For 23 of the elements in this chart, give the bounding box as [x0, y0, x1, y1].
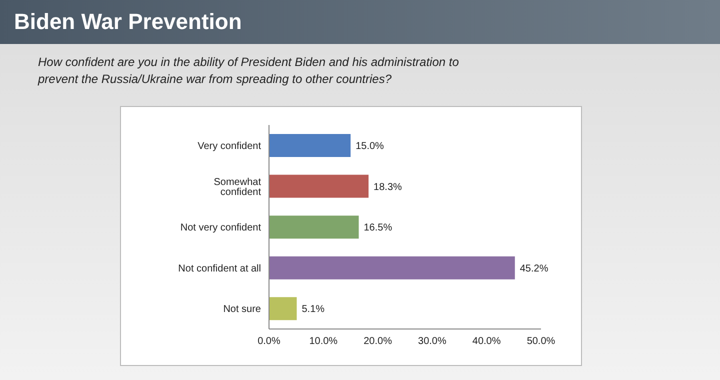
data-label: 5.1% — [302, 304, 325, 316]
y-tick-label: Not very confident — [180, 222, 262, 234]
bar — [269, 216, 359, 239]
y-tick-label: Not confident at all — [178, 263, 261, 274]
x-tick-label: 0.0% — [258, 336, 281, 348]
bar — [269, 297, 297, 320]
y-tick-label: Very confident — [198, 140, 262, 152]
x-tick-label: 20.0% — [364, 336, 392, 348]
chart-title: Biden War Prevention — [13, 9, 242, 35]
chart-subtitle: How confident are you in the ability of President Biden and his administration to prevent the Russia/Ukraine war from spreading to other countries? — [36, 54, 460, 88]
bar — [269, 256, 515, 280]
data-label: 18.3% — [374, 182, 402, 193]
x-tick-label: 50.0% — [526, 336, 556, 348]
x-tick-label: 30.0% — [418, 336, 446, 348]
bar — [269, 174, 369, 198]
data-label: 15.0% — [356, 141, 384, 152]
data-label: 45.2% — [520, 263, 548, 274]
y-tick-label: Not sure — [223, 304, 262, 316]
bar — [269, 134, 351, 157]
y-tick-label: Somewhat confident — [214, 176, 262, 198]
x-tick-label: 10.0% — [309, 336, 338, 348]
data-label: 16.5% — [364, 222, 392, 234]
x-tick-label: 40.0% — [472, 336, 501, 348]
